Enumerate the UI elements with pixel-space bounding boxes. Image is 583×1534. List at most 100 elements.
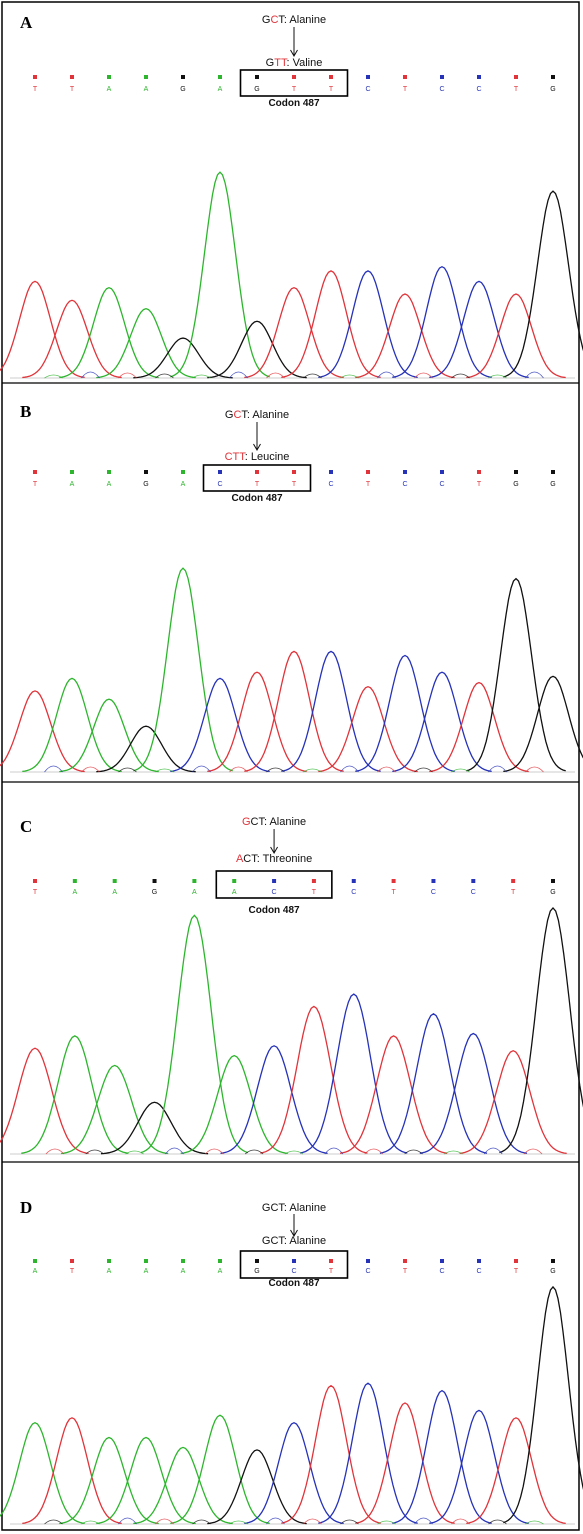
chromatogram-peak bbox=[140, 914, 249, 1154]
base-marker bbox=[471, 879, 476, 883]
background-noise bbox=[229, 1520, 248, 1525]
base-call-letter: A bbox=[112, 889, 117, 896]
background-noise bbox=[404, 1149, 423, 1155]
panel-letter: C bbox=[20, 817, 32, 836]
chromatogram-peak bbox=[466, 293, 566, 379]
base-call-letter: A bbox=[181, 481, 186, 488]
base-marker bbox=[70, 1259, 74, 1263]
base-call-letter: T bbox=[403, 1268, 408, 1275]
chromatogram-peak bbox=[244, 1421, 344, 1525]
background-noise bbox=[377, 1520, 396, 1525]
base-marker bbox=[292, 75, 296, 79]
base-call-letter: T bbox=[33, 481, 38, 488]
base-marker bbox=[232, 879, 237, 883]
base-marker bbox=[511, 879, 516, 883]
base-call-letter: A bbox=[144, 86, 149, 93]
base-marker bbox=[272, 879, 277, 883]
panel-d: D GCT: Alanine GCT: Alanine Codon 487 A T A A A A… bbox=[0, 1161, 583, 1525]
chromatogram-peak bbox=[318, 270, 418, 379]
base-marker bbox=[218, 1259, 222, 1263]
base-call-letter: T bbox=[366, 481, 371, 488]
arrow-head bbox=[270, 846, 279, 854]
background-noise bbox=[414, 767, 433, 773]
base-call-letter: G bbox=[550, 86, 555, 93]
background-noise bbox=[125, 1150, 144, 1155]
base-marker bbox=[440, 1259, 444, 1263]
chromatogram-peak bbox=[503, 190, 583, 378]
base-call-letter: G bbox=[550, 1268, 555, 1275]
chromatogram-peak bbox=[429, 681, 529, 773]
background-noise bbox=[444, 1150, 463, 1155]
base-call-letter: C bbox=[439, 86, 444, 93]
base-call-letter: A bbox=[107, 481, 112, 488]
base-call-letter: T bbox=[70, 1268, 75, 1275]
chromatogram-peak bbox=[379, 1013, 488, 1154]
base-marker bbox=[144, 75, 148, 79]
chromatogram-peak bbox=[100, 1101, 209, 1155]
chromatogram-peak bbox=[503, 1285, 583, 1524]
base-call-letter: A bbox=[70, 481, 75, 488]
base-marker bbox=[192, 879, 197, 883]
chromatogram-peak bbox=[300, 993, 408, 1154]
base-call-letter: C bbox=[328, 481, 333, 488]
background-noise bbox=[284, 1150, 304, 1155]
background-noise bbox=[192, 1519, 211, 1525]
background-noise bbox=[266, 767, 285, 773]
base-marker bbox=[431, 879, 436, 883]
background-noise bbox=[377, 766, 396, 773]
background-noise bbox=[525, 766, 544, 773]
background-noise bbox=[488, 374, 507, 379]
chromatogram-peak bbox=[59, 698, 159, 773]
base-call-letter: G bbox=[254, 86, 259, 93]
chromatogram-peak bbox=[170, 171, 270, 378]
chromatogram-peak bbox=[0, 690, 85, 773]
base-call-letter: A bbox=[232, 889, 237, 896]
background-noise bbox=[451, 1518, 470, 1525]
mutant-codon-label: CTT: Leucine bbox=[225, 451, 290, 463]
base-call-letter: A bbox=[192, 889, 197, 896]
base-call-letter: A bbox=[107, 1268, 112, 1275]
panel-letter: D bbox=[20, 1198, 32, 1217]
base-marker bbox=[551, 879, 555, 883]
background-noise bbox=[266, 372, 285, 379]
chromatogram-peak bbox=[220, 1045, 328, 1155]
base-marker bbox=[218, 75, 222, 79]
background-noise bbox=[340, 374, 359, 379]
arrow-head bbox=[290, 49, 298, 57]
chromatogram-peak bbox=[0, 1421, 85, 1525]
background-noise bbox=[244, 1149, 264, 1155]
background-noise bbox=[205, 1148, 224, 1155]
base-call-letter: C bbox=[351, 889, 356, 896]
panel-b: B GCT: Alanine CTT: Leucine Codon 487 T A A G A C… bbox=[0, 382, 583, 773]
codon-box bbox=[239, 1250, 349, 1279]
background-noise bbox=[525, 371, 544, 379]
background-noise bbox=[451, 373, 470, 379]
chromatogram-peak bbox=[429, 1409, 529, 1524]
base-marker bbox=[403, 1259, 407, 1263]
background-noise bbox=[44, 374, 63, 379]
chromatogram-peak bbox=[355, 1402, 455, 1524]
base-call-letter: T bbox=[329, 86, 334, 93]
base-call-letter: A bbox=[218, 86, 223, 93]
background-noise bbox=[44, 765, 63, 773]
base-marker bbox=[181, 470, 185, 474]
chromatogram-peak bbox=[392, 671, 492, 773]
base-call-letter: C bbox=[439, 481, 444, 488]
chromatogram-peak bbox=[133, 567, 233, 772]
arrow-head bbox=[290, 1229, 298, 1237]
base-marker bbox=[403, 75, 407, 79]
base-marker bbox=[551, 1259, 555, 1263]
wild-type-codon-label: GCT: Alanine bbox=[262, 14, 326, 26]
codon-box bbox=[239, 69, 349, 97]
background-noise bbox=[192, 765, 211, 773]
base-marker bbox=[514, 75, 518, 79]
background-noise bbox=[85, 1149, 105, 1155]
base-marker bbox=[112, 879, 117, 883]
background-noise bbox=[303, 1518, 322, 1525]
chromatogram-peak bbox=[22, 1417, 122, 1525]
wild-type-codon-label: GCT: Alanine bbox=[262, 1202, 326, 1214]
chromatogram-peak bbox=[207, 1449, 307, 1525]
base-marker bbox=[366, 75, 370, 79]
codon-box bbox=[202, 464, 312, 492]
